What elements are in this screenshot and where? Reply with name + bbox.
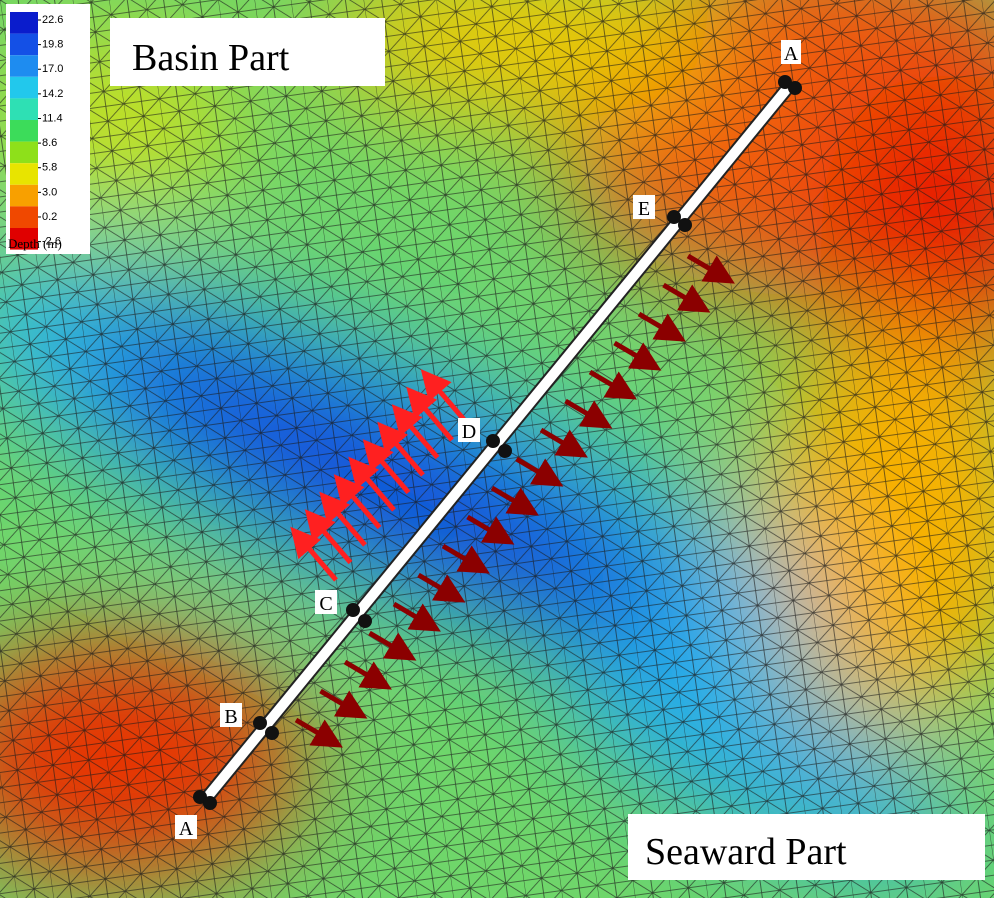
colorbar-band (10, 185, 38, 207)
point-label: A (179, 818, 194, 840)
colorbar: 22.619.817.014.211.48.65.83.00.2-2.6Dept… (6, 4, 90, 254)
figure: A E D C B A Basin Part Seaward Part 22.6… (0, 0, 994, 898)
colorbar-band (10, 12, 38, 34)
colorbar-band (10, 120, 38, 142)
colorbar-band (10, 77, 38, 99)
basin-label: Basin Part (132, 37, 290, 79)
colorbar-tick-label: 5.8 (42, 162, 57, 174)
point-label: E (638, 198, 650, 220)
colorbar-band (10, 206, 38, 228)
colorbar-tick-label: 14.2 (42, 88, 63, 100)
colorbar-band (10, 98, 38, 120)
colorbar-title: Depth (m) (8, 236, 62, 251)
seaward-label: Seaward Part (645, 831, 847, 873)
colorbar-tick-label: 17.0 (42, 63, 63, 75)
colorbar-tick-label: 3.0 (42, 186, 57, 198)
point-label: C (319, 593, 332, 615)
colorbar-tick-label: 19.8 (42, 39, 63, 51)
colorbar-band (10, 163, 38, 185)
point-label: B (224, 706, 237, 728)
colorbar-tick-label: 22.6 (42, 14, 63, 26)
colorbar-tick-label: 8.6 (42, 137, 57, 149)
colorbar-band (10, 142, 38, 164)
point-label: D (462, 421, 476, 443)
colorbar-band (10, 34, 38, 56)
point-label: A (784, 43, 799, 65)
colorbar-tick-label: 0.2 (42, 211, 57, 223)
colorbar-band (10, 55, 38, 77)
colorbar-tick-label: 11.4 (42, 112, 63, 124)
